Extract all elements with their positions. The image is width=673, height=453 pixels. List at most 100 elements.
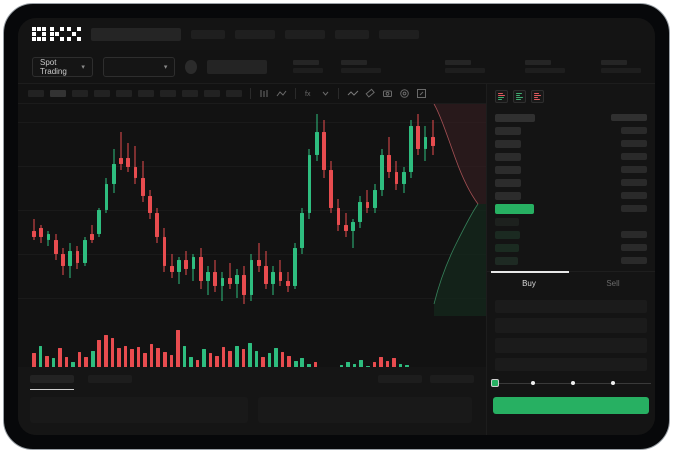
volume-bar bbox=[110, 337, 115, 374]
nav-item-5[interactable] bbox=[379, 29, 419, 39]
timeframe-1[interactable] bbox=[28, 90, 44, 97]
total-field[interactable] bbox=[495, 358, 647, 371]
main-body: fx bbox=[18, 84, 655, 435]
fullscreen-icon[interactable] bbox=[416, 88, 427, 99]
volume-bar bbox=[149, 344, 154, 374]
order-form-tabs: Buy Sell bbox=[487, 271, 655, 294]
candle bbox=[111, 104, 116, 316]
orders-action-1[interactable] bbox=[378, 375, 422, 383]
tab-sell[interactable]: Sell bbox=[606, 279, 620, 288]
candle bbox=[82, 104, 87, 316]
candle bbox=[394, 104, 399, 316]
orderbook-panel: Buy Sell bbox=[486, 84, 655, 435]
nav-item-1[interactable] bbox=[191, 29, 225, 39]
candle bbox=[242, 104, 247, 316]
slider-handle-icon[interactable] bbox=[491, 379, 499, 387]
ask-row[interactable] bbox=[495, 124, 647, 137]
candle bbox=[75, 104, 80, 316]
timeframe-10[interactable] bbox=[226, 90, 242, 97]
ask-row[interactable] bbox=[495, 189, 647, 202]
candle bbox=[32, 104, 36, 316]
settings-icon[interactable] bbox=[399, 88, 410, 99]
market-type-dropdown[interactable]: Spot Trading ▾ bbox=[32, 56, 93, 77]
order-type-field[interactable] bbox=[495, 300, 647, 313]
candle bbox=[191, 104, 196, 316]
orders-actions bbox=[378, 375, 474, 383]
orders-cards bbox=[18, 383, 486, 423]
timeframe-5[interactable] bbox=[116, 90, 132, 97]
nav-item-2[interactable] bbox=[235, 29, 275, 39]
amount-field[interactable] bbox=[495, 338, 647, 353]
ruler-icon[interactable] bbox=[365, 88, 376, 99]
candle bbox=[351, 104, 355, 316]
orderbook-bids-icon[interactable] bbox=[513, 90, 526, 103]
ask-row[interactable] bbox=[495, 137, 647, 150]
ask-row[interactable] bbox=[495, 163, 647, 176]
submit-buy-button[interactable] bbox=[493, 397, 649, 414]
candle bbox=[329, 104, 334, 316]
volume-bar bbox=[117, 348, 121, 374]
nav-item-3[interactable] bbox=[285, 29, 325, 39]
bid-row[interactable] bbox=[495, 254, 647, 267]
chart-toolbar: fx bbox=[18, 84, 486, 104]
timeframe-9[interactable] bbox=[204, 90, 220, 97]
volume-bar bbox=[32, 353, 36, 374]
candle bbox=[307, 104, 312, 316]
volume-bar bbox=[162, 352, 167, 374]
tab-buy[interactable]: Buy bbox=[522, 279, 536, 288]
tab-open-orders[interactable] bbox=[30, 375, 74, 390]
candlestick-chart-icon[interactable] bbox=[259, 88, 270, 99]
timeframe-8[interactable] bbox=[182, 90, 198, 97]
toolbar-divider bbox=[295, 88, 296, 99]
volume-bar bbox=[143, 353, 147, 374]
price-field[interactable] bbox=[495, 318, 647, 333]
volume-bar bbox=[90, 350, 95, 374]
chevron-down-icon[interactable] bbox=[321, 89, 330, 98]
orders-card-2[interactable] bbox=[258, 397, 472, 423]
app-screen: Spot Trading ▾ ▾ bbox=[18, 18, 655, 435]
ask-row[interactable] bbox=[495, 176, 647, 189]
timeframe-2[interactable] bbox=[50, 90, 66, 97]
amount-percent-slider[interactable] bbox=[491, 379, 651, 389]
candle bbox=[90, 104, 94, 316]
okx-logo-icon[interactable] bbox=[32, 27, 81, 41]
tab-order-history[interactable] bbox=[88, 375, 132, 383]
orders-card-1[interactable] bbox=[30, 397, 248, 423]
line-chart-icon[interactable] bbox=[276, 88, 287, 99]
nav-item-4[interactable] bbox=[335, 29, 369, 39]
candle bbox=[271, 104, 276, 316]
market-stat-5 bbox=[601, 60, 642, 73]
candle bbox=[372, 104, 377, 316]
global-search-input[interactable] bbox=[91, 27, 181, 41]
volume-bar bbox=[202, 349, 206, 374]
trend-line-icon[interactable] bbox=[347, 88, 359, 99]
timeframe-7[interactable] bbox=[160, 90, 176, 97]
slider-stop-25[interactable] bbox=[531, 380, 535, 385]
volume-bar bbox=[235, 345, 239, 374]
volume-bar bbox=[208, 353, 213, 374]
volume-bar bbox=[64, 357, 69, 374]
slider-stop-75[interactable] bbox=[611, 380, 615, 385]
candle bbox=[162, 104, 167, 316]
orders-action-2[interactable] bbox=[430, 375, 474, 383]
order-form bbox=[487, 294, 655, 371]
volume-bar bbox=[97, 340, 102, 374]
orderbook-layout-toggles bbox=[487, 84, 655, 109]
candlestick-chart[interactable] bbox=[18, 103, 486, 316]
chart-panel: fx bbox=[18, 84, 486, 435]
slider-stop-50[interactable] bbox=[571, 380, 575, 385]
timeframe-4[interactable] bbox=[94, 90, 110, 97]
candle bbox=[220, 104, 225, 316]
camera-icon[interactable] bbox=[382, 88, 393, 99]
timeframe-3[interactable] bbox=[72, 90, 88, 97]
orderbook-both-icon[interactable] bbox=[495, 90, 508, 103]
bid-row[interactable] bbox=[495, 215, 647, 228]
bid-row[interactable] bbox=[495, 241, 647, 254]
trading-pair-dropdown[interactable]: ▾ bbox=[102, 56, 176, 77]
bid-row[interactable] bbox=[495, 228, 647, 241]
candle bbox=[358, 104, 363, 316]
ask-row[interactable] bbox=[495, 150, 647, 163]
orderbook-asks-icon[interactable] bbox=[531, 90, 544, 103]
indicators-icon[interactable]: fx bbox=[304, 88, 315, 99]
timeframe-6[interactable] bbox=[138, 90, 154, 97]
